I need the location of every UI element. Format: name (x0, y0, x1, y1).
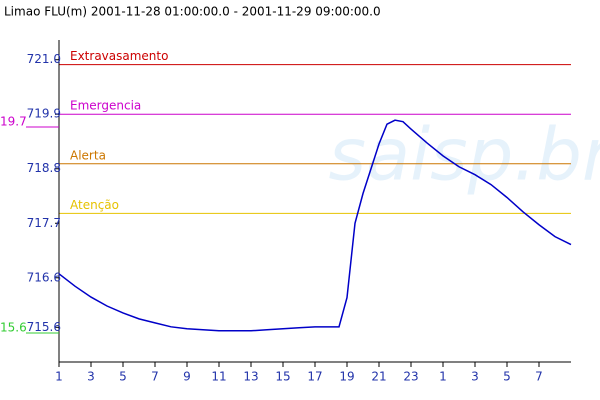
threshold-label: Extravasamento (70, 49, 168, 63)
y-tick-label: 719.9 (27, 107, 61, 121)
watermark: saisp.br (328, 113, 600, 197)
x-tick-label: 17 (307, 370, 322, 384)
x-tick-label: 5 (503, 370, 511, 384)
threshold-label: Atenção (70, 198, 119, 212)
x-tick-label: 5 (119, 370, 127, 384)
x-tick-label: 3 (87, 370, 95, 384)
y-tick-label: 718.8 (27, 161, 61, 175)
threshold-label: Emergencia (70, 99, 141, 113)
x-tick-label: 9 (183, 370, 191, 384)
y-tick-label: 716.6 (27, 270, 61, 284)
y-tick-label: 717.7 (27, 216, 61, 230)
x-tick-label: 1 (439, 370, 447, 384)
x-tick-label: 15 (275, 370, 290, 384)
x-tick-label: 13 (243, 370, 258, 384)
threshold-label: Alerta (70, 148, 106, 162)
x-tick-label: 11 (211, 370, 226, 384)
x-tick-label: 7 (151, 370, 159, 384)
x-tick-label: 19 (339, 370, 354, 384)
data-line (58, 119, 572, 332)
x-tick-label: 7 (535, 370, 543, 384)
annotation: 19.7 (0, 115, 27, 129)
chart-title: Limao FLU(m) 2001-11-28 01:00:00.0 - 200… (4, 5, 381, 19)
x-tick-label: 3 (471, 370, 479, 384)
annotation: 15.6 (0, 321, 27, 335)
y-tick-label: 721.0 (27, 52, 61, 66)
y-tick-label: 715.6 (27, 320, 61, 334)
x-tick-label: 1 (55, 370, 63, 384)
x-tick-label: 23 (403, 370, 418, 384)
x-tick-label: 21 (371, 370, 386, 384)
